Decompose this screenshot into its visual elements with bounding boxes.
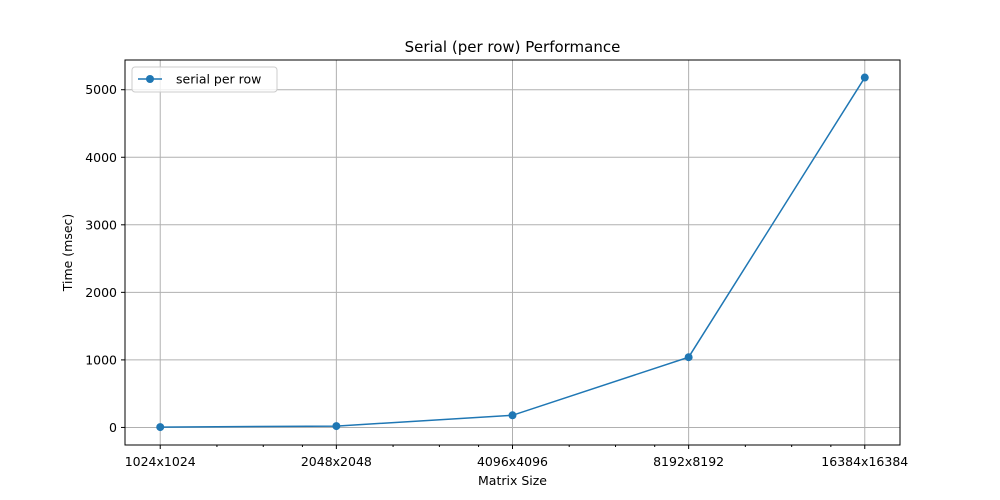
y-tick-label: 2000 [85,285,117,300]
chart-title: Serial (per row) Performance [405,38,621,56]
tick-layer: 1024x1024 2048x2048 4096x4096 8192x8192 1638… [85,82,908,469]
y-tick-label: 4000 [85,150,117,165]
data-point [332,422,341,431]
legend-label: serial per row [176,72,261,87]
legend: serial per row [131,66,278,93]
legend-box [131,66,278,93]
series-layer [156,73,869,432]
y-tick-label: 0 [109,420,117,435]
x-tick-label: 16384x16384 [821,454,908,469]
y-tick-label: 1000 [85,352,117,367]
x-tick-label: 2048x2048 [301,454,372,469]
x-tick-label: 1024x1024 [125,454,196,469]
legend-dot-marker [146,75,154,83]
x-tick-label: 4096x4096 [477,454,548,469]
x-tick-label: 8192x8192 [653,454,724,469]
data-point [860,73,869,82]
data-point [156,423,165,432]
y-tick-label: 5000 [85,82,117,97]
data-point [684,353,693,362]
x-axis-label: Matrix Size [478,473,547,488]
y-axis-label: Time (msec) [60,214,75,293]
grid-layer [125,60,900,445]
y-tick-label: 3000 [85,217,117,232]
data-point [508,411,517,420]
